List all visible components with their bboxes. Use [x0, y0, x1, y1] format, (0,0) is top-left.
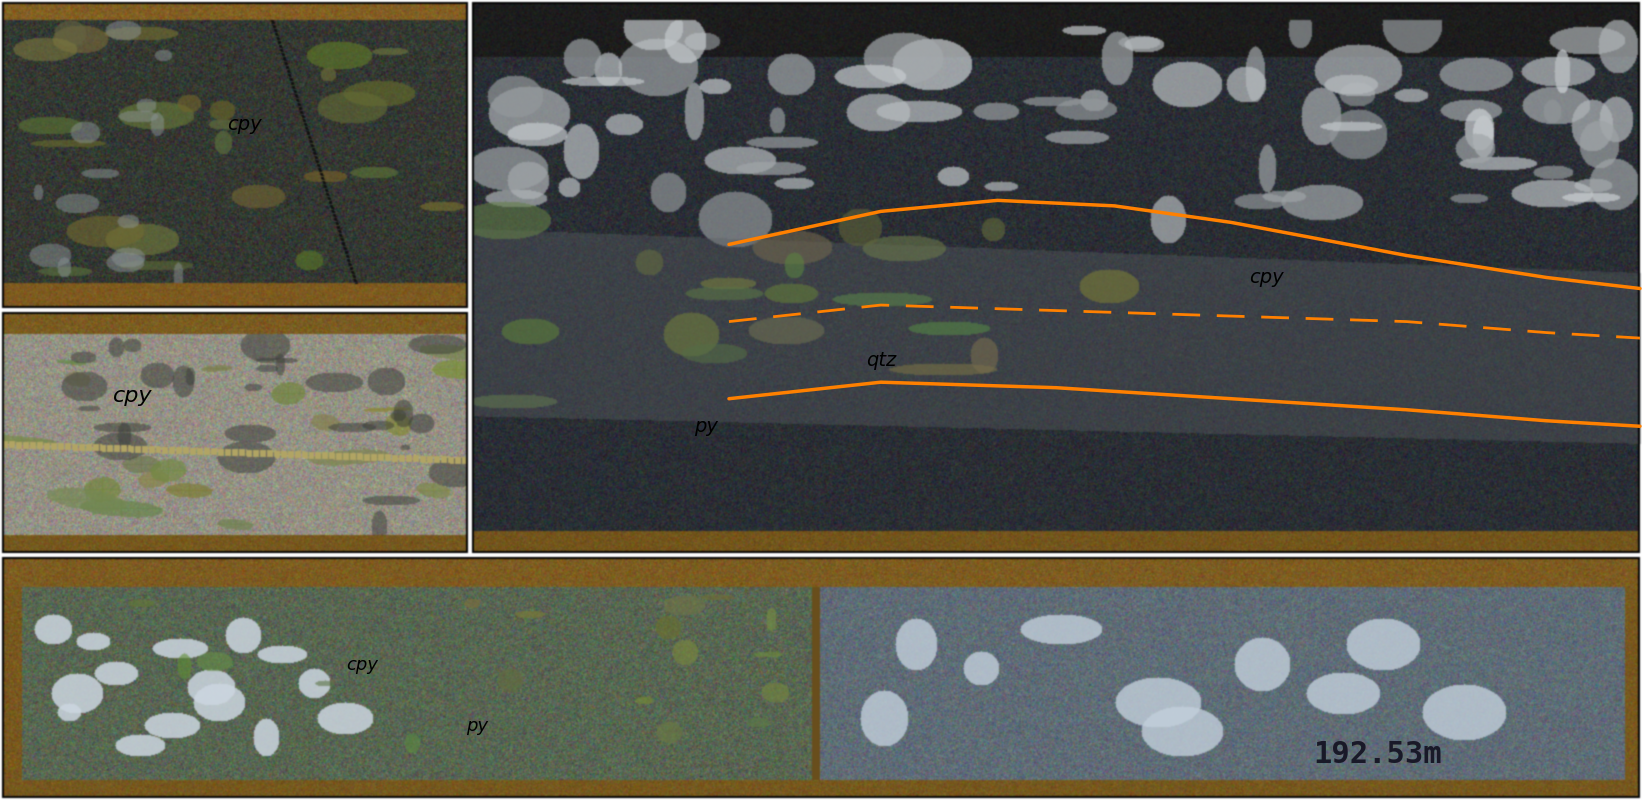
Text: cpy: cpy [227, 115, 261, 134]
Text: cpy: cpy [1250, 268, 1284, 287]
Text: qtz: qtz [865, 350, 897, 370]
Text: py: py [466, 717, 488, 734]
Text: cpy: cpy [113, 386, 153, 406]
Text: 192.53m: 192.53m [1314, 740, 1442, 769]
Text: cpy: cpy [346, 657, 378, 674]
Text: py: py [693, 417, 718, 436]
